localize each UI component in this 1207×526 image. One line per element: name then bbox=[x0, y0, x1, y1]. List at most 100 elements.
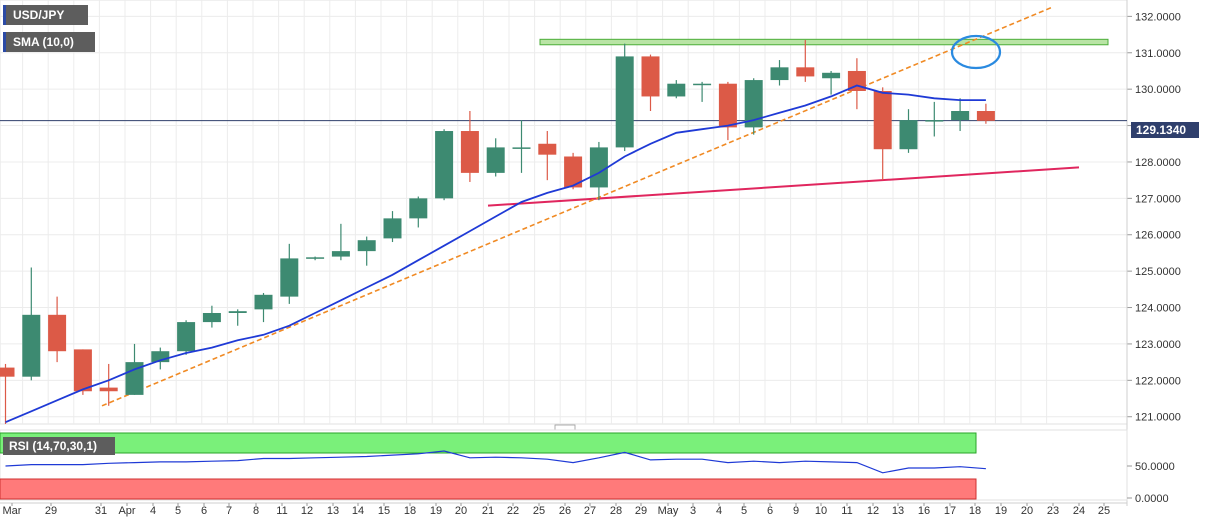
x-tick-label: 26 bbox=[559, 505, 571, 517]
x-tick-label: 4 bbox=[150, 505, 156, 517]
candle-body bbox=[254, 294, 273, 310]
candle-body bbox=[202, 312, 221, 323]
candle-body bbox=[435, 131, 454, 199]
candle-body bbox=[822, 72, 841, 79]
x-tick-label: 6 bbox=[767, 505, 773, 517]
rsi-line bbox=[5, 450, 986, 474]
y-tick-label: 127.0000 bbox=[1135, 193, 1181, 205]
resistance-zone bbox=[539, 38, 1109, 46]
current-price-tag: 129.1340 bbox=[1131, 122, 1199, 138]
candle-body bbox=[925, 120, 944, 122]
candle-body bbox=[383, 218, 402, 239]
candle-body bbox=[486, 147, 505, 173]
x-tick-label: 17 bbox=[944, 505, 956, 517]
candle-body bbox=[409, 198, 428, 219]
x-tick-label: 11 bbox=[841, 505, 852, 517]
candle-body bbox=[280, 258, 299, 297]
candle-body bbox=[99, 387, 118, 392]
candle-body bbox=[718, 83, 737, 128]
y-tick-label: 124.0000 bbox=[1135, 303, 1181, 315]
candle-body bbox=[796, 67, 815, 77]
candle-body bbox=[357, 240, 376, 252]
sma-indicator-label: SMA (10,0) bbox=[3, 32, 95, 52]
x-tick-label: 7 bbox=[226, 505, 232, 517]
y-tick-label: 131.0000 bbox=[1135, 48, 1181, 60]
x-tick-label: 18 bbox=[404, 505, 416, 517]
y-tick-label: 122.0000 bbox=[1135, 375, 1181, 387]
candle-body bbox=[73, 349, 92, 392]
y-tick-label: 128.0000 bbox=[1135, 157, 1181, 169]
x-tick-label: Mar bbox=[3, 505, 22, 517]
x-tick-label: 27 bbox=[584, 505, 596, 517]
candle-body bbox=[48, 314, 67, 352]
candle-body bbox=[306, 257, 325, 259]
x-tick-label: Apr bbox=[118, 505, 135, 517]
candle-body bbox=[899, 120, 918, 150]
candle-body bbox=[641, 56, 660, 97]
x-tick-label: 19 bbox=[995, 505, 1007, 517]
x-tick-label: 9 bbox=[793, 505, 799, 517]
candle-body bbox=[538, 143, 557, 155]
candle-body bbox=[460, 131, 479, 173]
x-tick-label: 31 bbox=[95, 505, 107, 517]
candle-body bbox=[125, 362, 144, 395]
x-tick-label: 18 bbox=[969, 505, 981, 517]
x-tick-label: 4 bbox=[716, 505, 722, 517]
x-tick-label: 22 bbox=[507, 505, 519, 517]
x-tick-label: 5 bbox=[175, 505, 181, 517]
highlight-circle bbox=[950, 34, 1002, 70]
rsi-tick-label: 0.0000 bbox=[1135, 493, 1169, 505]
candle-body bbox=[177, 322, 196, 352]
candle-body bbox=[873, 90, 892, 150]
candle-body bbox=[951, 111, 970, 121]
x-tick-label: 29 bbox=[45, 505, 57, 517]
x-tick-label: 29 bbox=[635, 505, 647, 517]
x-tick-label: 3 bbox=[690, 505, 696, 517]
candle-body bbox=[512, 147, 531, 149]
x-tick-label: 25 bbox=[533, 505, 545, 517]
candle-body bbox=[22, 314, 41, 377]
x-tick-label: 13 bbox=[327, 505, 339, 517]
y-tick-label: 132.0000 bbox=[1135, 11, 1181, 23]
x-tick-label: May bbox=[658, 505, 679, 517]
candle-body bbox=[615, 56, 634, 148]
y-tick-label: 121.0000 bbox=[1135, 412, 1181, 424]
y-tick-label: 130.0000 bbox=[1135, 84, 1181, 96]
symbol-label: USD/JPY bbox=[3, 5, 88, 25]
candle-body bbox=[770, 67, 789, 81]
x-tick-label: 5 bbox=[741, 505, 747, 517]
support-line bbox=[487, 166, 1080, 207]
candle-body bbox=[228, 311, 247, 313]
candle-body bbox=[331, 251, 350, 257]
pane-resize-handle bbox=[554, 424, 576, 431]
candle-body bbox=[0, 367, 15, 377]
x-tick-label: 6 bbox=[201, 505, 207, 517]
rsi-oversold-band bbox=[0, 478, 977, 500]
x-tick-label: 21 bbox=[482, 505, 494, 517]
rising-trend-line bbox=[101, 6, 1053, 407]
candle-body bbox=[589, 147, 608, 188]
rsi-overbought-band bbox=[0, 432, 977, 454]
x-tick-label: 25 bbox=[1098, 505, 1110, 517]
x-tick-label: 14 bbox=[352, 505, 364, 517]
x-tick-label: 16 bbox=[918, 505, 930, 517]
y-tick-label: 126.0000 bbox=[1135, 230, 1181, 242]
candle-body bbox=[693, 83, 712, 86]
x-tick-label: 13 bbox=[892, 505, 904, 517]
candle-body bbox=[564, 156, 583, 188]
y-tick-label: 125.0000 bbox=[1135, 266, 1181, 278]
x-tick-label: 12 bbox=[301, 505, 313, 517]
candle-body bbox=[976, 111, 995, 121]
x-tick-label: 24 bbox=[1073, 505, 1085, 517]
sma-line bbox=[5, 84, 986, 424]
x-tick-label: 20 bbox=[1021, 505, 1033, 517]
y-tick-label: 123.0000 bbox=[1135, 339, 1181, 351]
x-tick-label: 20 bbox=[455, 505, 467, 517]
x-tick-label: 10 bbox=[815, 505, 827, 517]
x-tick-label: 8 bbox=[253, 505, 259, 517]
x-tick-label: 12 bbox=[867, 505, 879, 517]
candle-body bbox=[744, 80, 763, 128]
x-tick-label: 28 bbox=[610, 505, 622, 517]
x-tick-label: 19 bbox=[430, 505, 442, 517]
